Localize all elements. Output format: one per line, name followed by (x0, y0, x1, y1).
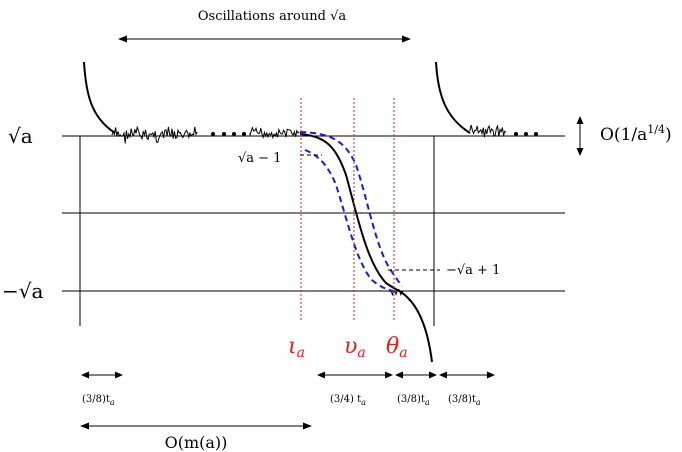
label-span-38-left: (3/8)ta (82, 394, 115, 407)
oscillation-noise (111, 124, 507, 297)
label-span-34: (3/4) ta (330, 394, 366, 407)
label-upsilon-a: υa (344, 334, 366, 361)
label-neg-sqrt-a: −√a (2, 279, 44, 303)
label-m-a: O(m(a)) (165, 433, 228, 452)
transition-curve (299, 133, 433, 363)
noise-segment-1 (111, 125, 198, 144)
arrow-38-right (439, 371, 495, 379)
noise-segment-2 (249, 126, 300, 140)
label-span-38-right: (3/8)ta (448, 394, 481, 407)
label-order: O(1/a1/4) (600, 123, 672, 145)
arrow-38-left (81, 371, 123, 379)
oscillation-span-arrow (118, 35, 411, 43)
arrow-38-mid (395, 371, 437, 379)
arrow-34 (317, 371, 393, 379)
label-sqrt-a-minus-1: √a − 1 (238, 151, 281, 166)
order-arrow (576, 116, 584, 156)
label-span-38-mid: (3/8)ta (397, 394, 430, 407)
label-sqrt-a: √a (8, 124, 33, 148)
ellipsis-dots-left (211, 132, 246, 136)
ellipsis-dots-right (514, 132, 538, 136)
dashed-band-upper (299, 131, 403, 287)
label-neg-sqrt-a-plus-1: −√a + 1 (446, 263, 500, 278)
dashed-band-lower (304, 149, 395, 292)
label-theta-a: θa (386, 334, 408, 361)
label-iota-a: ιa (288, 334, 305, 361)
right-blowup-curve (435, 61, 471, 134)
title: Oscillations around √a (198, 9, 346, 24)
arrow-m-a (80, 422, 312, 430)
noise-segment-3 (469, 124, 507, 138)
left-blowup-curve (83, 61, 116, 134)
